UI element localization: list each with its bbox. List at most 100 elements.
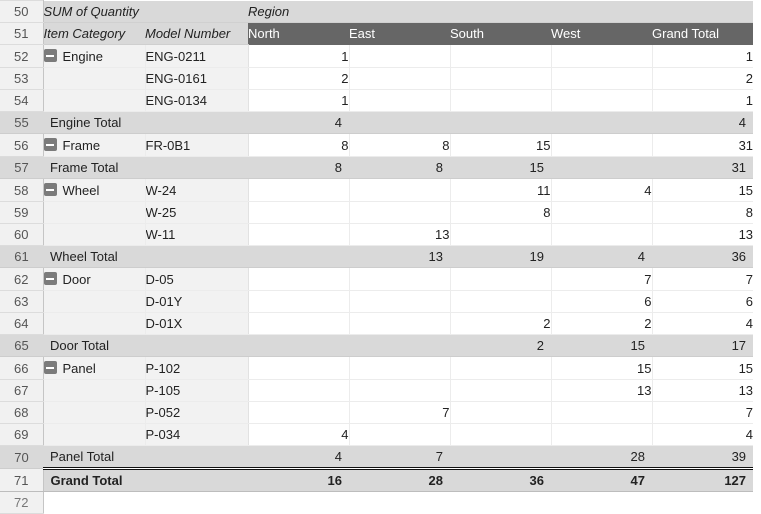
- model-number-cell: P-052: [145, 401, 249, 425]
- model-number-cell: ENG-0211: [145, 44, 249, 69]
- grand-total-value-south: 36: [450, 467, 551, 493]
- grid-row: 52 Engine ENG-0211 1 1: [0, 44, 754, 69]
- value-cell-grand-total: 4: [652, 423, 754, 447]
- column-header-north[interactable]: North: [248, 22, 349, 45]
- row-number-55[interactable]: 55: [0, 111, 43, 135]
- value-cell-south: [450, 44, 552, 69]
- row-number-68[interactable]: 68: [0, 401, 44, 425]
- column-header-east[interactable]: East: [349, 22, 450, 45]
- row-number-71[interactable]: 71: [0, 468, 44, 493]
- subtotal-value-grand-total: 17: [652, 334, 754, 358]
- row-number-56[interactable]: 56: [0, 133, 44, 158]
- subtotal-value-east: 13: [349, 245, 450, 269]
- value-cell-west: [551, 201, 653, 225]
- value-cell-north: 4: [248, 423, 350, 447]
- item-category-cell: [43, 223, 146, 247]
- row-number-61[interactable]: 61: [0, 245, 43, 269]
- row-number-52[interactable]: 52: [0, 44, 44, 69]
- value-cell-west: 2: [551, 312, 653, 336]
- value-cell-grand-total: 13: [652, 223, 754, 247]
- item-category-label: Door: [62, 272, 91, 288]
- row-number-50[interactable]: 50: [0, 0, 44, 23]
- subtotal-value-south: 2: [450, 334, 551, 358]
- value-cell-west: 4: [551, 178, 653, 203]
- model-number-cell: D-01X: [145, 312, 249, 336]
- subtotal-value-south: [450, 445, 551, 470]
- subtotal-value-east: [349, 111, 450, 135]
- value-cell-west: [551, 44, 653, 69]
- model-number-cell: ENG-0161: [145, 67, 249, 91]
- row-number-62[interactable]: 62: [0, 267, 44, 292]
- row-number-53[interactable]: 53: [0, 67, 44, 91]
- value-cell-south: [450, 379, 552, 403]
- row-number-57[interactable]: 57: [0, 156, 43, 180]
- subtotal-value-north: [248, 245, 349, 269]
- collapse-minus-square-icon[interactable]: [43, 361, 57, 375]
- grid-row: 70 Panel Total 4 7 28 39: [0, 445, 754, 470]
- grid-row: 58 Wheel W-24 11 4 15: [0, 178, 754, 203]
- value-cell-south: [450, 290, 552, 314]
- empty-row-cell: [43, 491, 754, 514]
- row-field-header-model-number[interactable]: Model Number: [145, 22, 248, 45]
- grid-row: 59 W-25 8 8: [0, 201, 754, 225]
- model-number-cell: W-11: [145, 223, 249, 247]
- value-cell-east: [349, 312, 451, 336]
- grid-row: 62 Door D-05 7 7: [0, 267, 754, 292]
- row-number-66[interactable]: 66: [0, 356, 44, 381]
- row-number-54[interactable]: 54: [0, 89, 44, 113]
- item-category-label: Wheel: [62, 183, 100, 199]
- value-cell-grand-total: 13: [652, 379, 754, 403]
- row-number-59[interactable]: 59: [0, 201, 44, 225]
- value-cell-south: [450, 89, 552, 113]
- subtotal-value-south: 15: [450, 156, 551, 180]
- row-number-72[interactable]: 72: [0, 491, 44, 514]
- model-number-cell: D-05: [145, 267, 249, 292]
- row-number-60[interactable]: 60: [0, 223, 44, 247]
- pivot-value-field-label: SUM of Quantity: [43, 0, 248, 23]
- item-category-cell: Wheel: [43, 178, 146, 203]
- value-cell-north: 1: [248, 44, 350, 69]
- value-cell-east: 13: [349, 223, 451, 247]
- column-header-south[interactable]: South: [450, 22, 551, 45]
- subtotal-value-grand-total: 39: [652, 445, 754, 470]
- value-cell-grand-total: 4: [652, 312, 754, 336]
- grid-row: 68 P-052 7 7: [0, 401, 754, 425]
- row-number-58[interactable]: 58: [0, 178, 44, 203]
- value-cell-west: 6: [551, 290, 653, 314]
- row-number-67[interactable]: 67: [0, 379, 44, 403]
- item-category-cell: Door: [43, 267, 146, 292]
- subtotal-value-north: [248, 334, 349, 358]
- subtotal-label: Door Total: [43, 334, 248, 358]
- column-header-grand-total[interactable]: Grand Total: [652, 22, 754, 45]
- value-cell-east: [349, 44, 451, 69]
- model-number-cell: ENG-0134: [145, 89, 249, 113]
- subtotal-value-west: 28: [551, 445, 652, 470]
- row-number-65[interactable]: 65: [0, 334, 43, 358]
- column-header-west[interactable]: West: [551, 22, 652, 45]
- grid-row: 65 Door Total 2 15 17: [0, 334, 754, 358]
- row-number-69[interactable]: 69: [0, 423, 44, 447]
- collapse-minus-square-icon[interactable]: [43, 138, 57, 152]
- row-number-63[interactable]: 63: [0, 290, 44, 314]
- collapse-minus-square-icon[interactable]: [43, 183, 57, 197]
- value-cell-east: [349, 379, 451, 403]
- model-number-cell: FR-0B1: [145, 133, 249, 158]
- collapse-minus-square-icon[interactable]: [43, 272, 57, 286]
- row-number-51[interactable]: 51: [0, 22, 44, 45]
- item-category-label: Frame: [62, 138, 101, 154]
- value-cell-east: [349, 423, 451, 447]
- model-number-cell: W-25: [145, 201, 249, 225]
- subtotal-value-south: 19: [450, 245, 551, 269]
- item-category-cell: [43, 89, 146, 113]
- model-number-cell: P-034: [145, 423, 249, 447]
- value-cell-west: [551, 423, 653, 447]
- collapse-minus-square-icon[interactable]: [43, 49, 57, 63]
- subtotal-value-grand-total: 31: [652, 156, 754, 180]
- value-cell-west: [551, 67, 653, 91]
- row-number-64[interactable]: 64: [0, 312, 44, 336]
- row-field-header-item-category[interactable]: Item Category: [43, 22, 145, 45]
- row-number-70[interactable]: 70: [0, 445, 43, 470]
- value-cell-grand-total: 1: [652, 89, 754, 113]
